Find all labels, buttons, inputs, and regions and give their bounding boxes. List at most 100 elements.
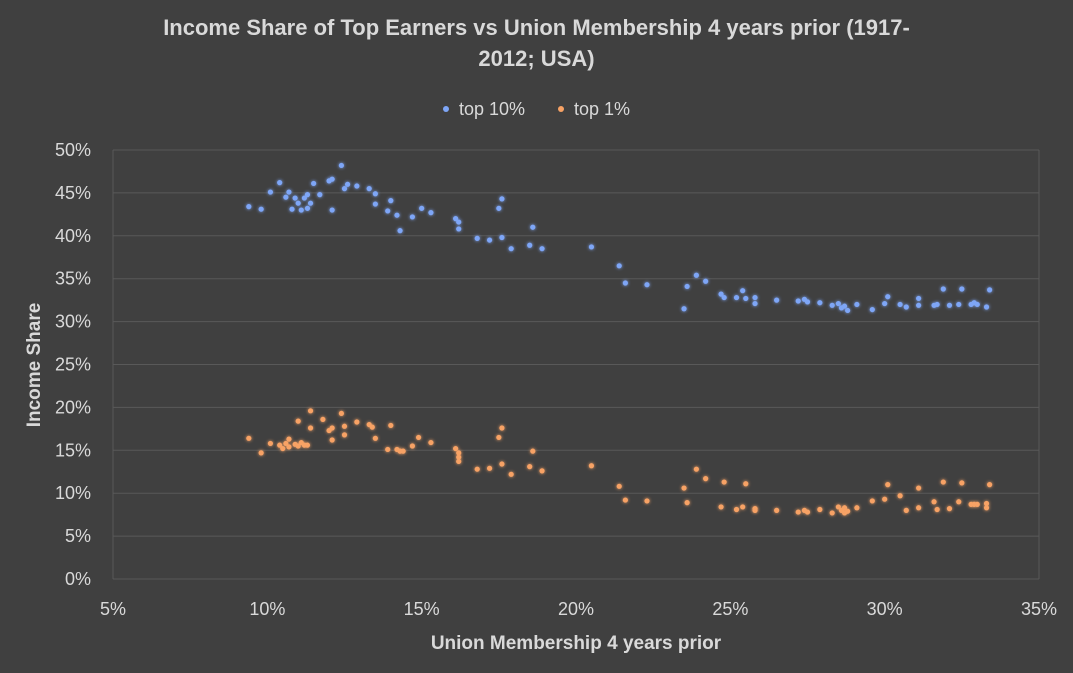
data-point-top10 [934, 301, 940, 308]
data-point-top1 [983, 500, 990, 507]
data-point-top10 [292, 195, 298, 201]
data-point-top10 [456, 226, 462, 232]
x-tick-label: 10% [249, 599, 285, 619]
data-point-top10 [841, 303, 848, 309]
data-point-top1 [338, 410, 345, 417]
data-point-top10 [372, 201, 378, 207]
data-point-top1 [956, 499, 962, 505]
data-point-top10 [527, 242, 533, 248]
y-tick-label: 50% [55, 140, 91, 160]
data-point-top1 [903, 507, 909, 513]
data-point-top10 [703, 278, 709, 284]
data-point-top10 [456, 219, 462, 225]
gridlines [112, 149, 1040, 580]
data-point-top10 [508, 246, 514, 252]
x-tick-label: 30% [867, 599, 903, 619]
data-point-top10 [530, 224, 536, 230]
data-point-top10 [817, 300, 823, 306]
data-point-top10 [743, 295, 749, 302]
data-point-top10 [341, 186, 348, 192]
data-point-top10 [388, 198, 394, 204]
data-point-top1 [795, 509, 801, 515]
y-axis-title: Income Share [24, 303, 45, 428]
data-point-top10 [496, 205, 502, 211]
data-point-top1 [885, 482, 891, 488]
data-point-top1 [372, 435, 378, 441]
data-point-top10 [854, 301, 860, 308]
data-point-top1 [817, 506, 823, 513]
x-tick-label: 20% [558, 599, 594, 619]
data-point-top10 [419, 205, 425, 211]
data-point-top10 [372, 191, 378, 197]
data-point-top1 [499, 461, 505, 467]
x-tick-label: 5% [100, 599, 126, 619]
data-point-top1 [486, 465, 493, 471]
data-point-top10 [317, 192, 323, 198]
data-point-top1 [341, 432, 348, 438]
data-point-top1 [385, 446, 391, 453]
data-point-top10 [409, 214, 416, 220]
data-point-top10 [258, 206, 264, 212]
data-point-top10 [298, 207, 304, 213]
data-point-top10 [453, 216, 459, 222]
data-point-top10 [829, 302, 835, 308]
data-point-top10 [644, 282, 650, 288]
data-point-top1 [588, 463, 595, 469]
data-point-top10 [983, 304, 990, 310]
data-point-top10 [740, 288, 746, 294]
data-point-top1 [280, 445, 286, 452]
data-point-top10 [956, 301, 962, 308]
data-point-top1 [835, 504, 841, 510]
data-point-top1 [916, 505, 922, 511]
data-point-top10 [329, 207, 335, 213]
legend-label-top10: top 10% [458, 98, 525, 119]
data-point-top1 [622, 497, 628, 503]
data-point-top1 [474, 466, 480, 472]
data-point-top1 [804, 509, 811, 515]
data-point-top1 [974, 501, 980, 507]
data-point-top10 [283, 194, 289, 200]
data-point-top10 [366, 186, 372, 192]
data-point-top10 [752, 294, 758, 301]
data-point-top10 [733, 294, 740, 301]
chart-title: Income Share of Top Earners vs Union Mem… [0, 12, 1073, 74]
data-point-top1 [940, 479, 946, 485]
y-tick-label: 25% [55, 355, 91, 375]
data-point-top1 [774, 507, 780, 513]
x-axis-ticks: 5% 10% 15% 20% 25% 30% 35% [100, 599, 1057, 619]
data-point-top10 [295, 200, 301, 206]
data-point-top10 [622, 280, 628, 286]
data-point-top1 [409, 443, 416, 449]
data-point-top1 [743, 481, 749, 487]
legend-marker-top10 [442, 106, 449, 112]
data-point-top10 [835, 300, 841, 307]
y-tick-label: 5% [65, 526, 91, 546]
legend-label-top1: top 1% [574, 98, 631, 119]
data-point-top1 [295, 443, 301, 449]
data-point-top1 [703, 476, 709, 482]
data-point-top10 [329, 176, 335, 182]
data-point-top1 [983, 505, 990, 511]
data-point-top1 [267, 440, 274, 447]
data-point-top1 [369, 424, 375, 430]
data-point-top1 [354, 419, 360, 425]
data-point-top1 [733, 506, 740, 513]
data-point-top10 [486, 237, 493, 243]
data-point-top10 [916, 295, 922, 302]
data-point-top1 [934, 506, 940, 513]
data-point-top1 [415, 434, 422, 441]
data-point-top10 [474, 235, 480, 241]
data-point-top10 [307, 200, 314, 206]
data-point-top1 [277, 442, 283, 448]
data-point-top1 [987, 482, 993, 488]
y-tick-label: 30% [55, 312, 91, 332]
data-point-top1 [530, 448, 536, 454]
data-point-top10 [959, 286, 965, 292]
data-point-top1 [681, 485, 687, 491]
data-point-top10 [721, 294, 727, 301]
data-point-top10 [286, 189, 292, 195]
data-point-top10 [311, 180, 317, 187]
data-point-top1 [496, 434, 502, 441]
data-point-top1 [959, 480, 965, 486]
